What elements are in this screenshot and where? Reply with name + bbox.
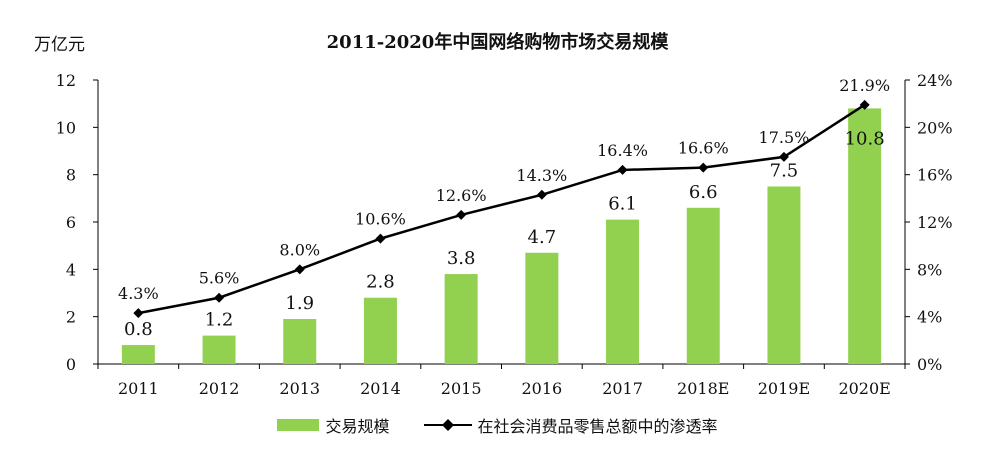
line-marker [698, 162, 709, 173]
bar [525, 252, 559, 364]
x-axis-tick-label: 2014 [360, 379, 401, 398]
bar [686, 207, 720, 364]
right-axis-tick-label: 16% [917, 166, 953, 185]
line-data-label: 12.6% [436, 186, 487, 205]
line-marker [375, 233, 386, 244]
bar-data-label: 3.8 [447, 248, 476, 269]
bar-data-label: 10.8 [845, 128, 885, 149]
left-axis-tick-label: 8 [66, 166, 76, 185]
bar [121, 345, 155, 364]
line-data-label: 16.4% [597, 141, 648, 160]
left-axis-tick-label: 0 [66, 355, 76, 374]
bar-data-label: 6.6 [689, 182, 718, 203]
right-axis-tick-label: 4% [917, 308, 942, 327]
line-marker [778, 151, 789, 162]
legend-item-line: 在社会消费品零售总额中的渗透率 [423, 413, 718, 437]
x-axis-tick-label: 2016 [521, 379, 562, 398]
legend-bar-label: 交易规模 [325, 417, 390, 436]
x-axis-tick-label: 2012 [199, 379, 240, 398]
x-axis-tick-label: 2018E [677, 379, 729, 398]
unit-label: 万亿元 [34, 35, 85, 55]
chart-title: 2011-2020年中国网络购物市场交易规模 [326, 32, 669, 53]
line-data-label: 17.5% [759, 128, 810, 147]
bar [606, 219, 640, 364]
line-marker [294, 264, 305, 275]
bar [444, 274, 478, 364]
bar-data-label: 7.5 [770, 161, 799, 182]
legend-line-swatch [423, 419, 472, 431]
bar [767, 186, 801, 364]
line-data-label: 16.6% [678, 139, 729, 158]
bar [283, 319, 317, 364]
bar-data-label: 4.7 [528, 227, 557, 248]
bar-data-label: 1.2 [205, 310, 234, 331]
left-axis-tick-label: 6 [66, 213, 76, 232]
line-marker [617, 164, 628, 175]
right-axis-tick-label: 24% [917, 71, 953, 90]
line-data-label: 5.6% [199, 269, 240, 288]
x-axis-tick-label: 2019E [758, 379, 810, 398]
line-marker [536, 189, 547, 200]
line-data-label: 21.9% [839, 76, 890, 95]
bar-data-label: 2.8 [366, 272, 395, 293]
x-axis-tick-label: 2011 [118, 379, 159, 398]
x-axis-tick-label: 2015 [441, 379, 482, 398]
line-marker [133, 308, 144, 319]
bar [848, 108, 882, 365]
right-axis-tick-label: 20% [917, 118, 953, 137]
left-axis-tick-label: 2 [66, 308, 76, 327]
bar [363, 297, 397, 364]
line-marker [456, 209, 467, 220]
legend-item-bar: 交易规模 [277, 413, 390, 437]
line-data-label: 10.6% [355, 210, 406, 229]
right-axis-tick-label: 8% [917, 260, 942, 279]
legend-line-label: 在社会消费品零售总额中的渗透率 [477, 417, 718, 436]
x-axis-tick-label: 2017 [602, 379, 643, 398]
x-axis-tick-label: 2020E [838, 379, 890, 398]
right-axis-tick-label: 12% [917, 213, 953, 232]
left-axis-tick-label: 10 [56, 118, 76, 137]
x-axis-tick-label: 2013 [279, 379, 320, 398]
bar-data-label: 1.9 [285, 293, 314, 314]
bar-data-label: 6.1 [608, 194, 637, 215]
legend: 交易规模 在社会消费品零售总额中的渗透率 [0, 413, 995, 437]
line-data-label: 4.3% [118, 284, 159, 303]
left-axis-tick-label: 12 [56, 71, 76, 90]
bar-data-label: 0.8 [124, 319, 153, 340]
bar [202, 335, 236, 364]
legend-bar-swatch [277, 419, 320, 431]
line-data-label: 14.3% [516, 166, 567, 185]
line-marker [859, 99, 870, 110]
line-data-label: 8.0% [279, 240, 320, 259]
left-axis-tick-label: 4 [66, 260, 76, 279]
right-axis-tick-label: 0% [917, 355, 942, 374]
line-marker [214, 292, 225, 303]
penetration-line [138, 103, 866, 315]
